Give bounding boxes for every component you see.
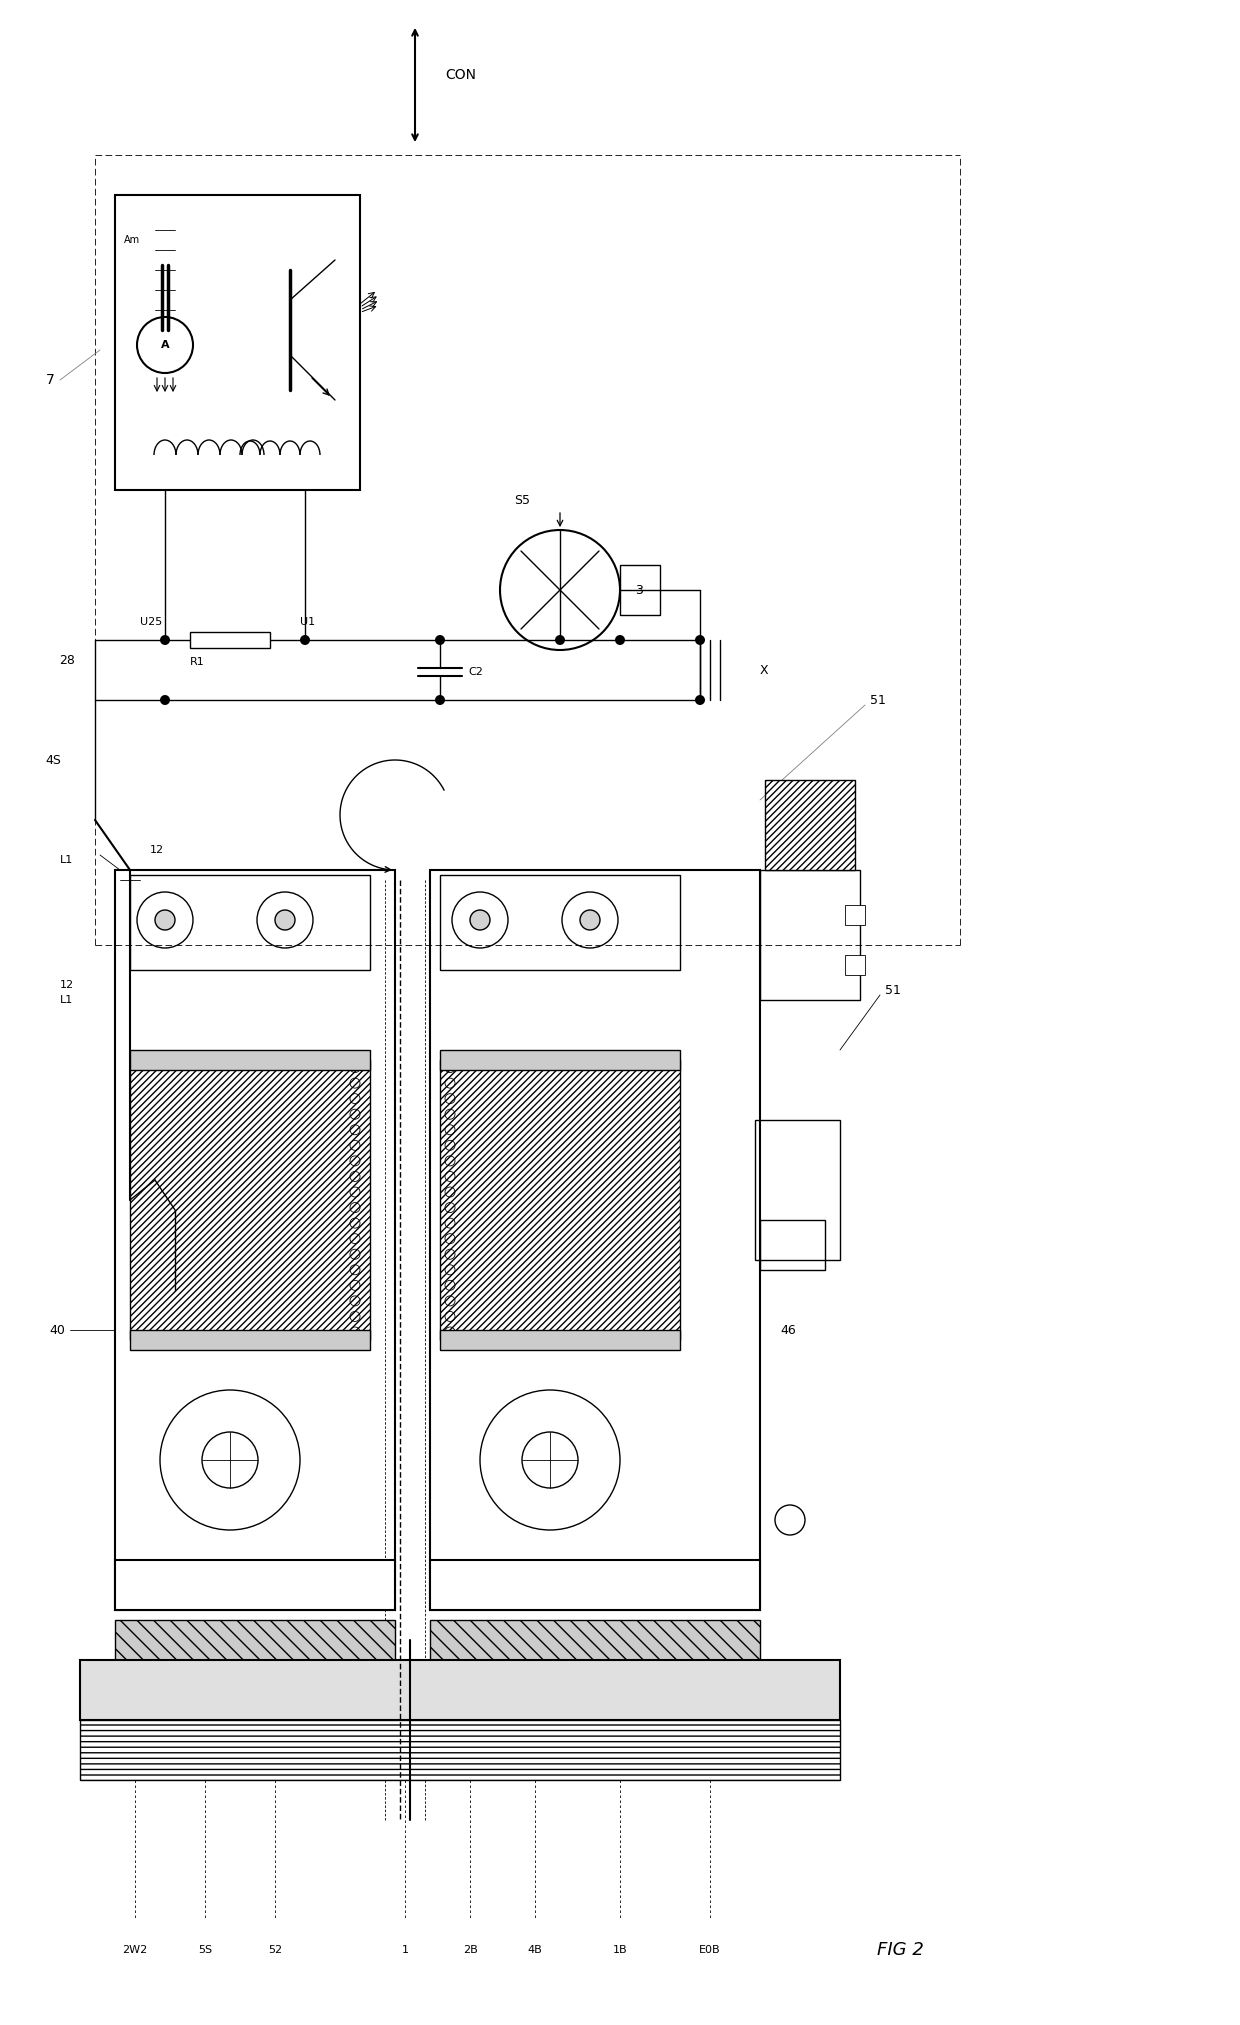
Text: L1: L1 xyxy=(60,994,73,1004)
Bar xyxy=(765,780,856,871)
Circle shape xyxy=(435,695,445,705)
Bar xyxy=(440,1051,680,1069)
Text: 52: 52 xyxy=(268,1944,281,1954)
Circle shape xyxy=(470,909,490,929)
Text: 12: 12 xyxy=(150,844,164,855)
Bar xyxy=(115,1559,396,1610)
Bar xyxy=(130,875,370,970)
Text: 7: 7 xyxy=(46,373,55,387)
Circle shape xyxy=(556,636,565,646)
Circle shape xyxy=(615,636,625,646)
Text: R1: R1 xyxy=(190,656,205,666)
Circle shape xyxy=(694,636,706,646)
Text: L1: L1 xyxy=(60,855,73,865)
Text: 51: 51 xyxy=(870,693,885,707)
Circle shape xyxy=(155,909,175,929)
Text: CON: CON xyxy=(445,69,476,81)
Bar xyxy=(190,632,270,648)
Text: FIG 2: FIG 2 xyxy=(877,1942,924,1958)
Circle shape xyxy=(435,636,445,646)
Text: E0B: E0B xyxy=(699,1944,720,1954)
Text: C2: C2 xyxy=(467,666,482,676)
Text: X: X xyxy=(760,664,769,676)
Bar xyxy=(430,1559,760,1610)
Text: Am: Am xyxy=(124,235,140,245)
Bar xyxy=(760,1219,825,1270)
Text: S5: S5 xyxy=(515,494,529,506)
Bar xyxy=(81,1660,839,1719)
Bar xyxy=(81,1719,839,1780)
Bar xyxy=(115,871,396,1610)
Text: 1: 1 xyxy=(402,1944,408,1954)
Text: 28: 28 xyxy=(60,654,74,666)
Bar xyxy=(115,194,360,490)
Text: 12: 12 xyxy=(60,980,74,990)
Circle shape xyxy=(275,909,295,929)
Bar xyxy=(440,1059,680,1341)
Bar xyxy=(755,1120,839,1260)
Bar xyxy=(430,871,760,1610)
Text: 4B: 4B xyxy=(528,1944,542,1954)
Bar xyxy=(844,956,866,974)
Text: 51: 51 xyxy=(885,984,901,996)
Circle shape xyxy=(160,695,170,705)
Text: 3: 3 xyxy=(635,583,642,597)
Circle shape xyxy=(300,636,310,646)
Bar xyxy=(440,875,680,970)
Bar xyxy=(130,1051,370,1069)
Bar xyxy=(760,871,861,1000)
Text: 2B: 2B xyxy=(463,1944,477,1954)
Bar xyxy=(130,1330,370,1351)
Text: 46: 46 xyxy=(780,1324,796,1337)
Circle shape xyxy=(580,909,600,929)
Bar xyxy=(440,1330,680,1351)
Circle shape xyxy=(160,636,170,646)
Bar xyxy=(430,1620,760,1660)
Text: 40: 40 xyxy=(50,1324,64,1337)
Bar xyxy=(130,1059,370,1341)
Text: 4S: 4S xyxy=(45,753,61,767)
Text: A: A xyxy=(161,340,170,350)
Text: 2W2: 2W2 xyxy=(123,1944,148,1954)
Text: 1B: 1B xyxy=(613,1944,627,1954)
Text: 5S: 5S xyxy=(198,1944,212,1954)
Text: U25: U25 xyxy=(140,618,162,628)
Bar xyxy=(844,905,866,925)
Bar xyxy=(115,1620,396,1660)
Text: U1: U1 xyxy=(300,618,315,628)
Circle shape xyxy=(694,695,706,705)
Bar xyxy=(620,565,660,616)
